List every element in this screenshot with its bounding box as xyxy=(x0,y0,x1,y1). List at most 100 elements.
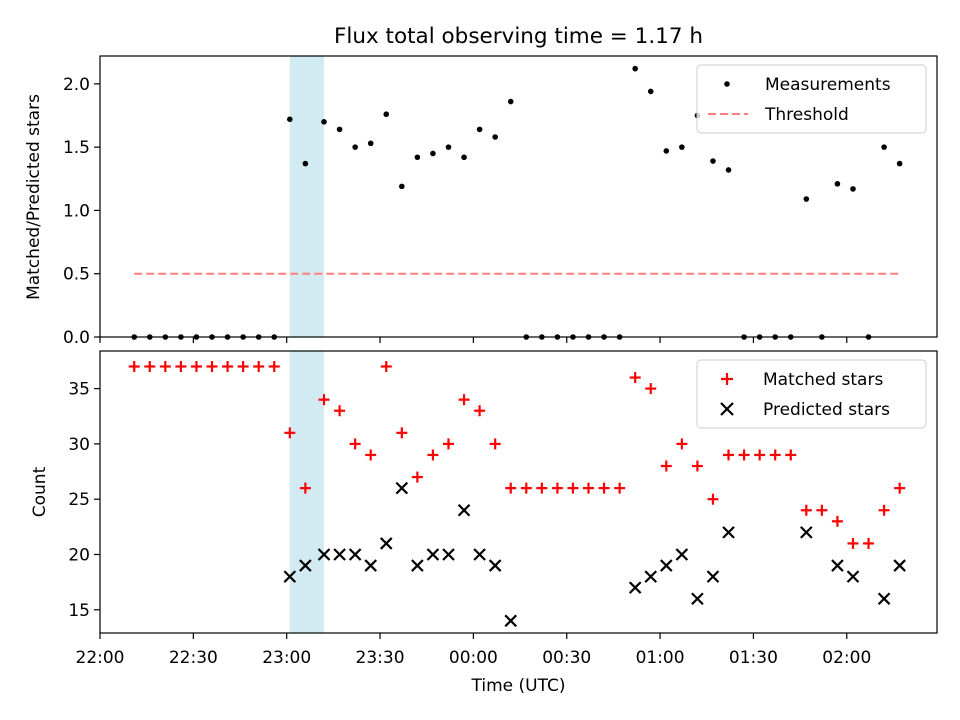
measurement-point xyxy=(710,158,716,164)
time-x-tick-label: 23:30 xyxy=(356,648,405,668)
matched-star-point xyxy=(738,449,750,461)
measurement-point xyxy=(679,144,685,150)
predicted-star-point xyxy=(283,570,297,583)
matched-star-point xyxy=(175,360,187,372)
ratio-y-axis-label: Matched/Predicted stars xyxy=(24,94,44,300)
matched-star-point xyxy=(380,360,392,372)
measurement-point xyxy=(507,98,514,105)
matched-star-point xyxy=(676,438,688,450)
measurement-point xyxy=(414,154,421,161)
predicted-star-point xyxy=(426,548,440,561)
measurement-point xyxy=(834,181,841,187)
predicted-star-point xyxy=(299,559,312,572)
time-x-axis: 22:00 22:30 23:00 23:30 00:00 00:30 01:00 01:30… xyxy=(76,633,871,668)
matched-star-point xyxy=(520,482,532,494)
count-y-tick-label: 20 xyxy=(68,545,90,565)
predicted-star-stroke-b xyxy=(299,559,312,572)
predicted-star-point xyxy=(628,581,642,594)
predicted-star-point xyxy=(317,548,331,561)
predicted-star-point xyxy=(675,548,689,561)
threshold-legend-label: Threshold xyxy=(764,105,849,125)
matched-star-point xyxy=(567,482,579,494)
predicted-star-stroke-b xyxy=(379,537,393,550)
measurement-point xyxy=(321,119,327,125)
predicted-star-stroke-b xyxy=(488,559,502,572)
predicted-star-stroke-b xyxy=(457,503,471,517)
observing-window-top xyxy=(289,56,325,337)
matched-star-point xyxy=(660,460,672,472)
predicted-star-stroke-b xyxy=(628,581,642,594)
matched-star-point xyxy=(396,427,408,439)
time-x-tick-label: 01:00 xyxy=(636,648,685,668)
matched-star-point xyxy=(128,360,140,372)
predicted-star-stroke-b xyxy=(395,481,409,495)
matched-star-point xyxy=(334,405,346,417)
matched-star-point xyxy=(863,537,875,549)
predicted-star-stroke-b xyxy=(660,559,673,572)
predicted-star-point xyxy=(488,559,502,572)
measurement-point xyxy=(287,116,293,123)
predicted-star-stroke-b xyxy=(317,548,331,561)
predicted-star-stroke-b xyxy=(846,570,860,583)
measurement-point xyxy=(492,134,498,140)
matched-star-point xyxy=(769,449,781,461)
measurement-point xyxy=(476,126,483,133)
predicted-star-point xyxy=(831,559,844,572)
predicted-star-stroke-b xyxy=(644,570,658,583)
predicted-star-stroke-b xyxy=(442,548,455,561)
ratio-y-axis: 0.0 0.5 1.0 1.5 2.0 xyxy=(63,75,100,348)
predicted-star-stroke-b xyxy=(722,526,735,539)
measurement-point xyxy=(461,154,467,161)
predicted-star-point xyxy=(364,559,377,572)
matched-star-point xyxy=(442,438,454,450)
predicted-star-point xyxy=(660,559,673,572)
measurement-point xyxy=(399,183,405,190)
time-x-tick-label: 23:00 xyxy=(262,648,311,668)
predicted-star-point xyxy=(800,526,813,539)
ratio-plot-frame xyxy=(99,55,938,338)
measurement-point xyxy=(383,111,390,118)
matched-star-point xyxy=(831,515,843,527)
matched-star-point xyxy=(505,482,517,494)
matched-star-point xyxy=(299,482,311,494)
matched-legend-label: Matched stars xyxy=(763,370,883,390)
matched-star-point xyxy=(629,372,641,384)
matched-star-point xyxy=(427,449,439,461)
predicted-star-stroke-b xyxy=(691,592,704,605)
predicted-star-point xyxy=(395,481,409,495)
count-legend: Matched stars Predicted stars xyxy=(696,359,927,429)
ratio-y-tick-label: 1.0 xyxy=(63,201,90,221)
predicted-star-stroke-b xyxy=(504,614,517,628)
ratio-y-tick-label: 2.0 xyxy=(63,75,90,95)
matched-star-point xyxy=(707,493,719,505)
count-y-tick-label: 25 xyxy=(68,490,90,510)
predicted-star-stroke-b xyxy=(800,526,813,539)
matched-star-point xyxy=(253,360,265,372)
measurement-point xyxy=(647,88,654,95)
matched-star-point xyxy=(190,360,202,372)
time-x-axis-label: Time (UTC) xyxy=(471,676,566,696)
predicted-star-point xyxy=(706,570,720,583)
measurement-point xyxy=(430,150,436,157)
matched-star-point xyxy=(800,504,812,516)
predicted-star-point xyxy=(348,548,362,561)
ratio-x-ticks xyxy=(99,337,848,343)
count-legend-box xyxy=(696,359,927,429)
matched-star-point xyxy=(754,449,766,461)
matched-star-point xyxy=(489,438,501,450)
count-y-tick-label: 35 xyxy=(68,380,90,400)
matched-star-point xyxy=(847,537,859,549)
matched-star-point xyxy=(691,460,703,472)
matched-star-point xyxy=(723,449,735,461)
predicted-star-point xyxy=(473,548,486,561)
matched-star-point xyxy=(268,360,280,372)
predicted-star-stroke-b xyxy=(411,559,424,572)
measurement-point xyxy=(663,148,670,154)
matched-star-point xyxy=(645,383,657,395)
matched-star-point xyxy=(614,482,626,494)
predicted-star-point xyxy=(846,570,860,583)
ratio-y-tick-label: 1.5 xyxy=(63,138,90,158)
predicted-star-point xyxy=(893,559,906,572)
measurement-point xyxy=(881,144,887,150)
